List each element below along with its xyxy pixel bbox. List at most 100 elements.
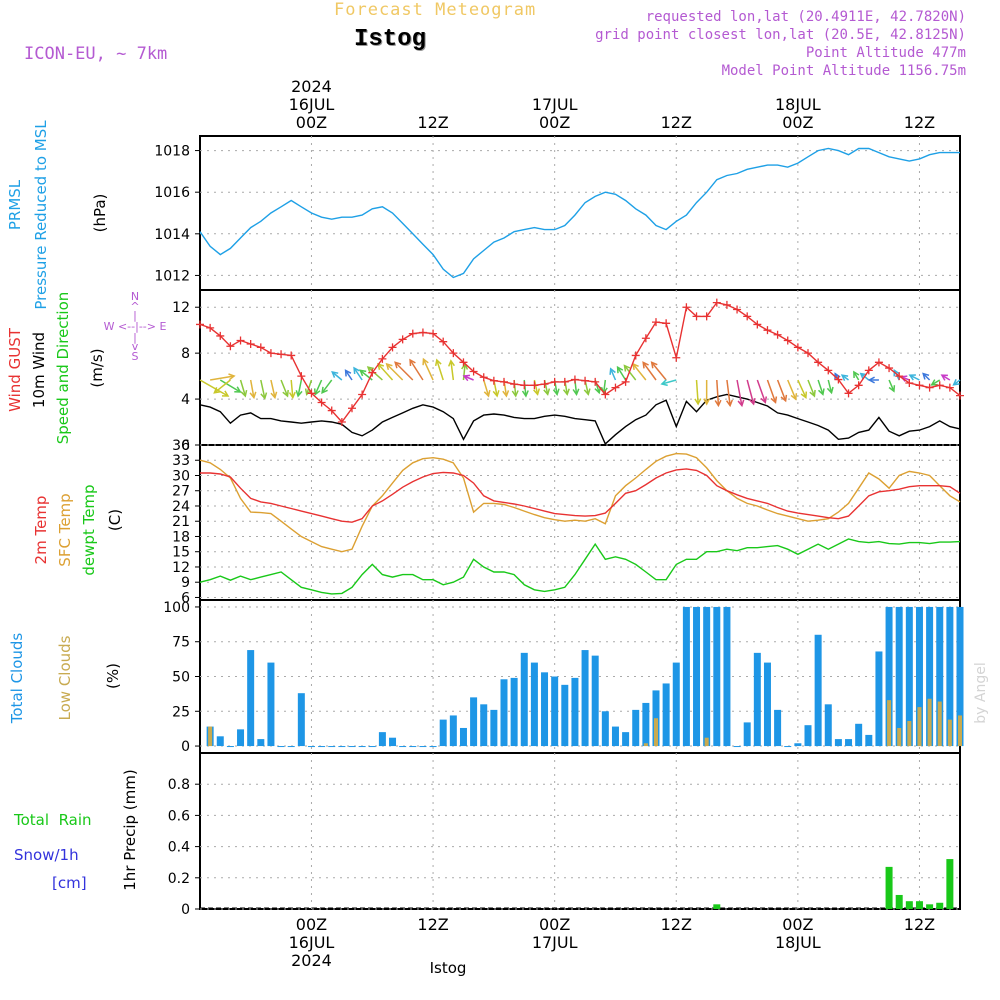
gust-marker <box>307 389 316 398</box>
wind-vector-arrow <box>651 361 667 381</box>
t2m-line <box>200 468 961 523</box>
precip-bar <box>713 904 721 909</box>
wind-vector-arrow <box>297 379 303 397</box>
compass-south: S <box>132 350 139 363</box>
total-cloud-bar <box>470 697 478 747</box>
total-cloud-bar <box>956 606 964 747</box>
wind-ytick-label: 8 <box>181 346 190 362</box>
total-cloud-bar <box>247 650 255 747</box>
low-cloud-bar <box>907 721 912 747</box>
gust-marker <box>692 312 701 321</box>
low-cloud-bar <box>927 698 932 747</box>
wind-unit-label: (m/s) <box>88 348 106 387</box>
compass-north-arrow: ^ <box>130 300 139 313</box>
gust-marker <box>662 319 671 328</box>
wind-vector-head <box>780 394 788 403</box>
total-cloud-bar <box>693 606 701 747</box>
wind-vector-arrow <box>695 379 699 405</box>
total-cloud-bar <box>611 726 619 747</box>
pressure-ytick-label: 1016 <box>154 185 190 201</box>
total-cloud-bar <box>581 650 589 747</box>
gust-marker <box>398 335 407 344</box>
wind-vector-head <box>703 398 711 406</box>
wind-ytick-label: 4 <box>181 392 190 408</box>
gust-marker <box>368 368 377 377</box>
wind-vector-arrow <box>736 379 743 406</box>
gust-marker <box>935 381 944 390</box>
wind-vector-arrow <box>219 379 241 393</box>
time-label-top: 00Z <box>782 113 813 132</box>
gust-marker <box>601 390 610 399</box>
wind-vector-arrow <box>386 363 404 381</box>
wind-vector-head <box>234 386 242 393</box>
compass-bar: | <box>133 331 137 344</box>
gust-marker <box>246 339 255 348</box>
precip-bar <box>905 901 913 909</box>
model-point-altitude: Model Point Altitude 1156.75m <box>721 63 966 79</box>
gust-marker <box>702 312 711 321</box>
gust-marker <box>337 418 346 427</box>
wind-vector-head <box>562 388 570 396</box>
wind-vector-head <box>359 369 367 377</box>
gust-marker <box>641 334 650 343</box>
wind-vector-head <box>295 390 303 398</box>
total-cloud-bar <box>834 739 842 747</box>
temperature-ytick-label: 27 <box>172 484 190 500</box>
model-label: ICON-EU, ~ 7km <box>24 44 168 64</box>
gust-marker <box>489 376 498 385</box>
wind-vector-arrow <box>436 359 444 381</box>
gust-marker <box>418 328 427 337</box>
gust-marker <box>206 323 215 332</box>
gust-marker <box>682 303 691 312</box>
wind-vector-head <box>228 373 236 381</box>
clouds-ytick-label: 100 <box>163 600 190 616</box>
total-cloud-bar <box>358 746 366 748</box>
gust-marker <box>895 372 904 381</box>
total-cloud-bar <box>774 709 782 747</box>
total-cloud-bar <box>845 739 853 747</box>
precipitation-ytick-label: 0.8 <box>168 777 190 793</box>
wind-vector-head <box>583 388 591 396</box>
wind-vector-arrow <box>422 358 434 381</box>
temperature-ytick-label: 12 <box>172 560 190 576</box>
wind-vector-head <box>321 386 328 395</box>
sfc-temp-line <box>199 452 961 553</box>
snow-unit-label: [cm] <box>52 874 87 892</box>
low-cloud-bar <box>704 737 709 747</box>
low-clouds-label: Low Clouds <box>56 635 74 720</box>
gust-marker <box>763 326 772 335</box>
wind-vector-head <box>304 388 312 396</box>
wind-vector-head <box>714 399 722 408</box>
gust-marker <box>236 336 245 345</box>
gust-marker <box>793 343 802 352</box>
total-cloud-bar <box>804 725 812 747</box>
total-cloud-bar <box>682 606 690 747</box>
wind-vector-arrow <box>766 379 777 403</box>
total-cloud-bar <box>348 746 356 748</box>
wind-vector-head <box>221 390 230 397</box>
gust-marker <box>500 377 508 386</box>
precipitation-ytick-label: 0.2 <box>168 871 190 887</box>
pressure-ytick-label: 1018 <box>154 144 190 160</box>
wind10-label: 10m Wind <box>30 332 48 408</box>
time-label-top: 12Z <box>661 113 692 132</box>
time-label-bottom: 18JUL <box>775 933 821 952</box>
total-cloud-bar <box>855 723 863 747</box>
wind-vector-head <box>800 391 808 400</box>
temperature-ytick-label: 18 <box>172 529 190 545</box>
precipitation-panel: 0 0.2 0.4 0.6 0.8 <box>168 752 961 918</box>
wind-vector-arrow <box>321 379 333 394</box>
requested-coordinates: requested lon,lat (20.4911E, 42.7820N) <box>645 9 966 25</box>
wind-vector-arrow <box>893 370 900 381</box>
gust-marker <box>469 367 478 376</box>
wind-vector-head <box>930 379 938 386</box>
total-cloud-bar <box>926 606 934 747</box>
gust-marker <box>773 330 782 339</box>
total-cloud-bar <box>530 662 538 747</box>
wind-vector-head <box>260 392 268 400</box>
gust-marker <box>652 318 660 327</box>
time-label-top: 00Z <box>296 113 327 132</box>
wind-vector-head <box>853 370 860 379</box>
total-cloud-bar <box>439 719 447 747</box>
